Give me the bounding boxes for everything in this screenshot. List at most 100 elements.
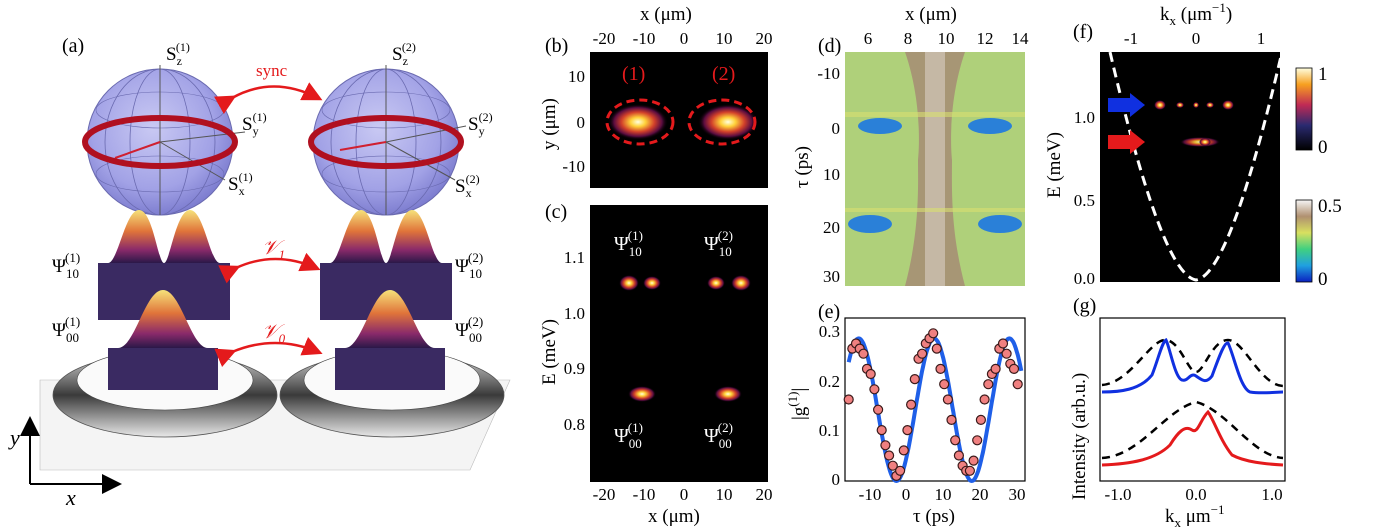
dispersion-parabola bbox=[1108, 51, 1284, 282]
panel-g: (g) -1.0 0.0 1.0 kx μm−1 Intensity (arb.… bbox=[1069, 295, 1286, 529]
svg-text:0: 0 bbox=[1192, 29, 1201, 48]
svg-text:0: 0 bbox=[1318, 269, 1328, 290]
panel-f-xlabel: kx (μm−1) bbox=[1160, 0, 1232, 28]
svg-text:1.0: 1.0 bbox=[1074, 108, 1095, 127]
blue-series bbox=[1101, 337, 1284, 395]
panel-b: (b) (1) (2) x (μm) -20 -10 0 10 20 10 0 … bbox=[539, 4, 773, 188]
svg-text:30: 30 bbox=[823, 267, 840, 286]
red-series bbox=[1101, 409, 1284, 467]
panel-f-xticks: -1 0 1 bbox=[1124, 29, 1265, 48]
panel-e-points bbox=[843, 328, 1023, 481]
svg-text:0.0: 0.0 bbox=[1185, 485, 1206, 504]
svg-text:Ψ00(2): Ψ00(2) bbox=[455, 314, 483, 345]
data-point bbox=[902, 425, 913, 436]
region-1-marker bbox=[605, 98, 675, 146]
svg-text:1.0: 1.0 bbox=[1261, 485, 1282, 504]
svg-text:20: 20 bbox=[972, 485, 989, 504]
svg-text:Ψ00(2): Ψ00(2) bbox=[704, 420, 733, 451]
panel-f-ylabel: E (meV) bbox=[1044, 132, 1065, 198]
panel-c-label: (c) bbox=[545, 201, 567, 223]
psi10-block-2 bbox=[320, 210, 452, 320]
svg-text:Sz(1): Sz(1) bbox=[166, 40, 190, 68]
panel-f: (f) kx (μm−1) -1 0 1 1.0 0.5 0.0 E (meV)… bbox=[1044, 0, 1342, 290]
data-point bbox=[894, 465, 906, 476]
panel-g-label: (g) bbox=[1073, 295, 1096, 317]
data-point bbox=[858, 348, 869, 359]
panel-c-image bbox=[590, 205, 768, 482]
svg-text:-1: -1 bbox=[1124, 29, 1138, 48]
svg-text:14: 14 bbox=[1012, 29, 1030, 48]
panel-d: (d) x (μm) 6 8 10 12 14 -10 0 10 20 30 τ… bbox=[792, 4, 1029, 286]
svg-text:0: 0 bbox=[680, 485, 689, 504]
data-point bbox=[883, 450, 895, 461]
svg-text:0: 0 bbox=[577, 113, 586, 132]
coupling-v0-arrow bbox=[214, 336, 323, 368]
svg-text:10: 10 bbox=[935, 485, 952, 504]
coupling-v1-arrow bbox=[218, 252, 321, 284]
phase-ring-2 bbox=[308, 115, 464, 169]
data-point bbox=[843, 394, 854, 405]
svg-text:Sy(1): Sy(1) bbox=[242, 110, 267, 138]
panel-c-xticks: -20 -10 0 10 20 bbox=[593, 485, 773, 504]
data-point bbox=[1008, 363, 1020, 374]
panel-g-axes bbox=[1099, 317, 1286, 482]
panel-e: (e) -10 0 10 20 30 τ (ps) 0.3 0.2 0.1 0 … bbox=[785, 301, 1026, 527]
panel-c-ylabel: E (meV) bbox=[539, 319, 560, 385]
data-point bbox=[950, 435, 961, 446]
region-2-marker bbox=[687, 98, 757, 146]
data-point bbox=[964, 465, 976, 476]
svg-text:0: 0 bbox=[832, 470, 841, 489]
data-point bbox=[887, 460, 898, 471]
red-arrow-marker bbox=[1108, 130, 1145, 154]
data-point bbox=[975, 414, 987, 425]
panel-d-yticks: -10 0 10 20 30 bbox=[817, 64, 840, 286]
svg-text:Ψ00(1): Ψ00(1) bbox=[614, 420, 643, 451]
panel-f-image bbox=[1100, 52, 1280, 282]
red-series-fit bbox=[1101, 400, 1284, 460]
svg-text:0.9: 0.9 bbox=[564, 359, 585, 378]
panel-e-axes bbox=[844, 317, 1026, 482]
panel-e-xlabel: τ (ps) bbox=[913, 506, 955, 527]
panel-b-xlabel: x (μm) bbox=[640, 4, 692, 25]
svg-text:y: y bbox=[8, 425, 20, 450]
bloch-sphere-1: Sz(1) Sy(1) Sx(1) bbox=[82, 40, 267, 216]
panel-d-xticks: 6 8 10 12 14 bbox=[864, 29, 1029, 48]
svg-text:Sx(2): Sx(2) bbox=[455, 172, 480, 200]
svg-text:30: 30 bbox=[1009, 485, 1026, 504]
svg-text:-10: -10 bbox=[633, 485, 656, 504]
svg-text:(1): (1) bbox=[622, 63, 645, 85]
panel-b-yticks: 10 0 -10 bbox=[562, 67, 585, 176]
panel-g-ylabel: Intensity (arb.u.) bbox=[1069, 373, 1090, 500]
svg-text:0.8: 0.8 bbox=[564, 415, 585, 434]
svg-text:20: 20 bbox=[756, 29, 773, 48]
svg-text:1: 1 bbox=[1318, 64, 1328, 85]
data-point bbox=[935, 363, 946, 374]
data-point bbox=[928, 328, 939, 339]
svg-text:0: 0 bbox=[902, 485, 911, 504]
svg-text:0: 0 bbox=[680, 29, 689, 48]
colorbar-1 bbox=[1295, 67, 1313, 151]
svg-text:0.1: 0.1 bbox=[819, 421, 840, 440]
svg-text:1.0: 1.0 bbox=[564, 304, 585, 323]
svg-text:0: 0 bbox=[1318, 137, 1328, 158]
data-point bbox=[898, 445, 909, 456]
data-point bbox=[916, 348, 928, 359]
phase-ring-1 bbox=[82, 115, 238, 169]
panel-a: (a) Sz(1) Sy(1) Sx(1) bbox=[8, 35, 511, 510]
panel-f-label: (f) bbox=[1073, 21, 1093, 43]
panel-e-yticks: 0.3 0.2 0.1 0 bbox=[819, 322, 840, 489]
panel-d-label: (d) bbox=[818, 35, 841, 57]
panel-d-ylabel: τ (ps) bbox=[792, 146, 813, 188]
panel-e-ylabel: |g(1)| bbox=[785, 388, 810, 420]
data-point bbox=[876, 425, 887, 436]
data-point bbox=[990, 363, 1001, 374]
svg-text:10: 10 bbox=[938, 29, 955, 48]
data-point bbox=[905, 399, 917, 410]
panel-c-yticks: 1.1 1.0 0.9 0.8 bbox=[564, 248, 585, 434]
svg-text:-20: -20 bbox=[593, 485, 616, 504]
panel-e-xticks: -10 0 10 20 30 bbox=[859, 485, 1026, 504]
panel-c-xlabel: x (μm) bbox=[648, 506, 700, 527]
data-point bbox=[997, 338, 1009, 349]
sync-label: sync bbox=[256, 61, 288, 80]
